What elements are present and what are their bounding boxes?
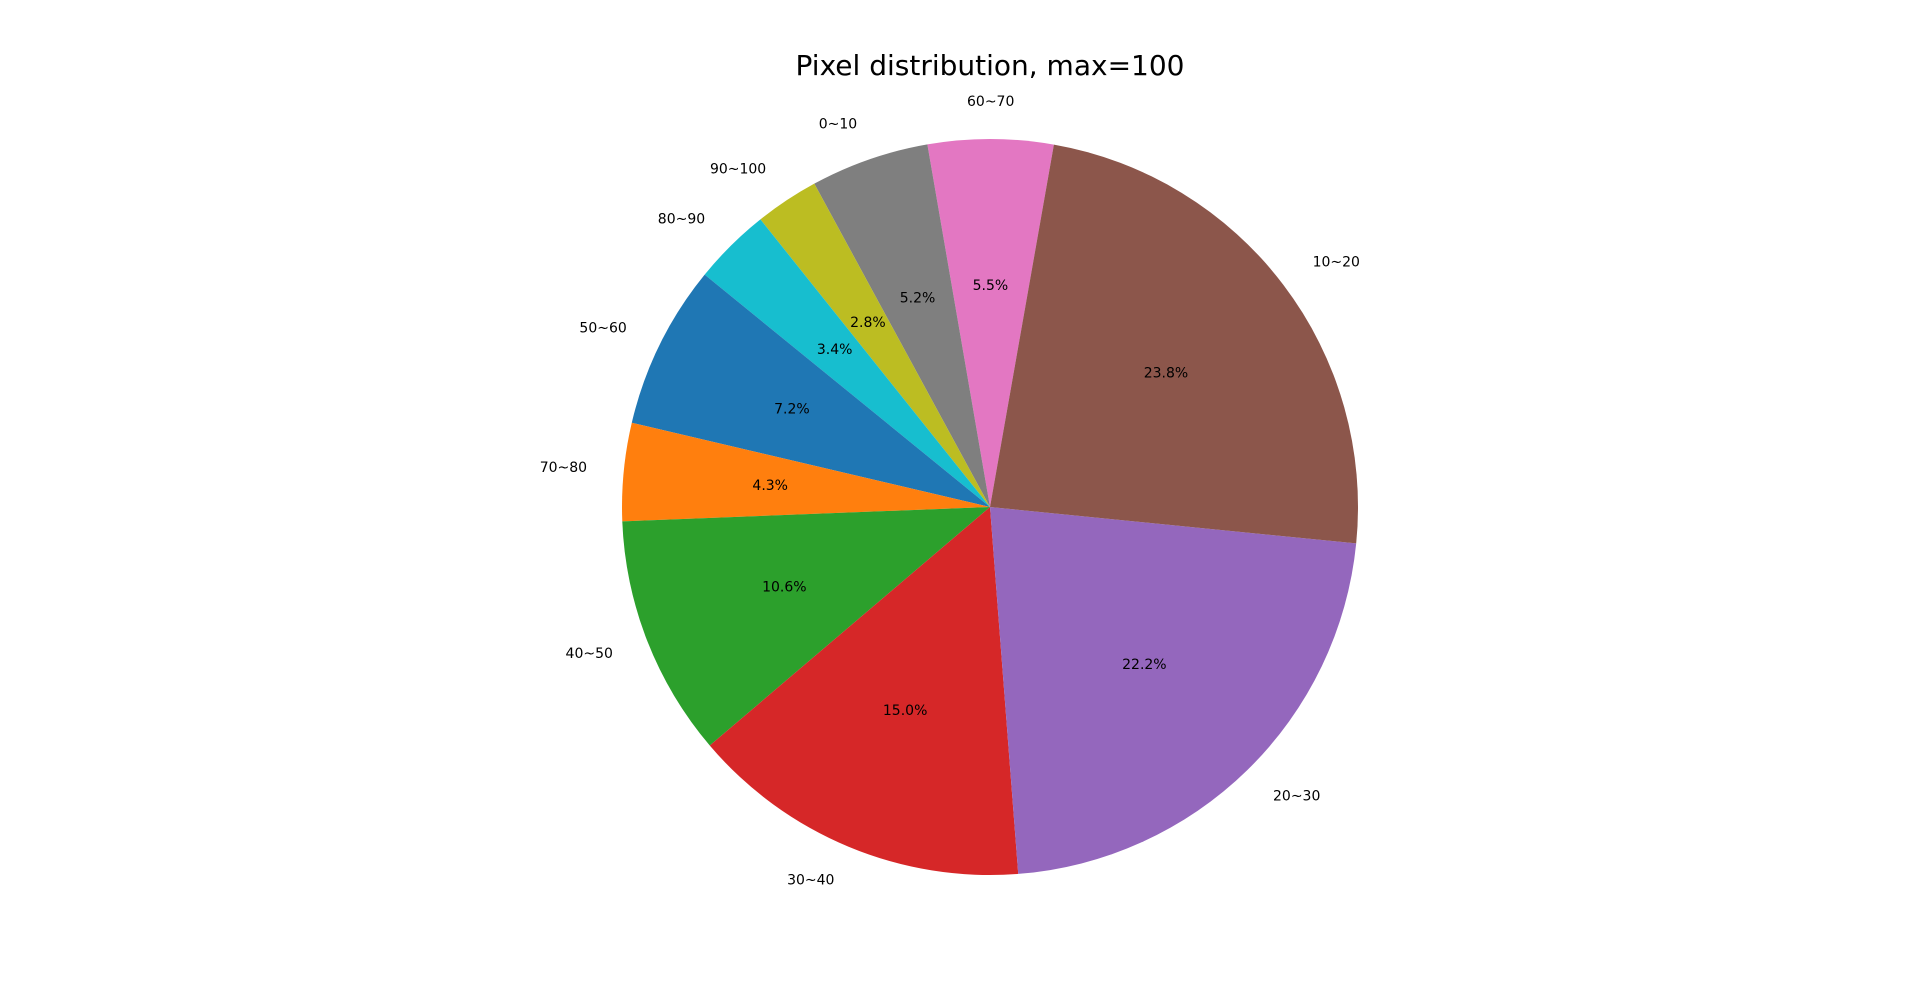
pie-slice-0-10 — [814, 144, 990, 508]
pie-labels: 5.5% 60~70 5.2% 0~10 2.8% 90~100 3.4% 80~90 7.2%… — [540, 94, 1360, 889]
pie-category-label: 50~60 — [579, 320, 626, 336]
pie-slice-50-60 — [631, 274, 990, 507]
pie-percent-label: 5.5% — [973, 278, 1009, 294]
pie-category-label: 0~10 — [819, 117, 857, 133]
pie-category-label: 90~100 — [710, 162, 766, 178]
pie-percent-label: 3.4% — [817, 342, 853, 358]
pie-category-label: 40~50 — [566, 646, 613, 662]
pie-category-label: 20~30 — [1273, 788, 1320, 804]
pie-percent-label: 7.2% — [774, 402, 810, 418]
pie-slice-70-80 — [621, 422, 990, 522]
chart-title: Pixel distribution, max=100 — [796, 49, 1185, 82]
pie-slice-20-30 — [990, 507, 1357, 874]
pie-slice-60-70 — [927, 138, 1054, 507]
pie-percent-label: 23.8% — [1144, 366, 1188, 382]
pie-slice-30-40 — [709, 507, 1019, 875]
pie-slice-90-100 — [760, 183, 990, 507]
pie-percent-label: 10.6% — [762, 579, 806, 595]
pie-category-label: 60~70 — [967, 94, 1014, 110]
pie-slice-80-90 — [704, 219, 990, 508]
pie-percent-label: 2.8% — [850, 315, 886, 331]
pie-percent-label: 5.2% — [900, 290, 936, 306]
pie-slices — [621, 138, 1359, 875]
pie-slice-10-20 — [990, 144, 1359, 544]
pie-category-label: 70~80 — [540, 460, 587, 476]
pie-category-label: 30~40 — [787, 873, 834, 889]
pie-category-label: 80~90 — [658, 211, 705, 227]
pie-slice-40-50 — [622, 507, 990, 746]
pie-percent-label: 4.3% — [752, 478, 788, 494]
pie-percent-label: 22.2% — [1122, 657, 1166, 673]
pie-percent-label: 15.0% — [883, 703, 927, 719]
pie-category-label: 10~20 — [1313, 254, 1360, 270]
